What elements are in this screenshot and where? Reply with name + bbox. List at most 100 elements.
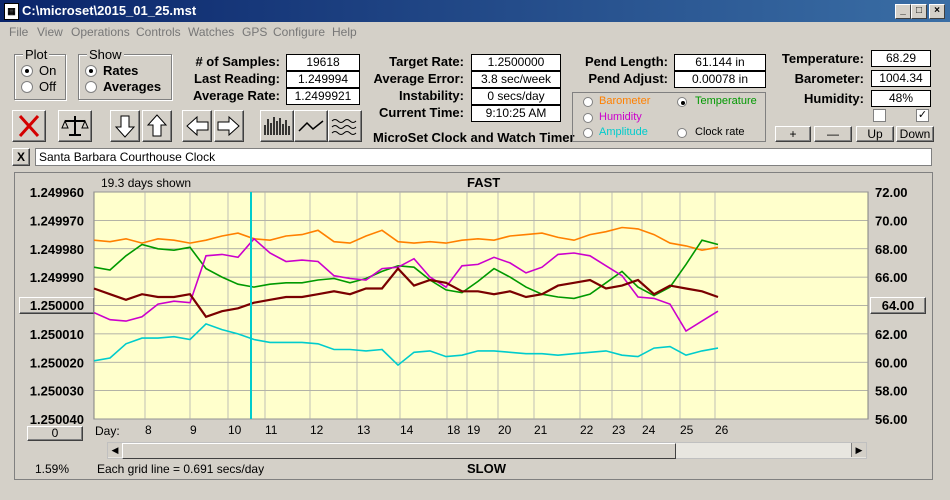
stop-x-icon bbox=[18, 114, 40, 138]
plot-group: Plot On Off bbox=[14, 47, 66, 100]
wave-chart-button[interactable] bbox=[328, 110, 362, 142]
grid-note: Each grid line = 0.691 secs/day bbox=[97, 462, 265, 476]
menu-operations[interactable]: Operations bbox=[71, 25, 130, 39]
pend-adjust-value: 0.00078 in bbox=[674, 71, 766, 88]
barometer-env-label: Barometer: bbox=[794, 71, 864, 86]
last-reading-label: Last Reading: bbox=[194, 71, 280, 86]
close-icon[interactable]: × bbox=[929, 4, 945, 19]
percent-label: 1.59% bbox=[35, 462, 70, 476]
left-tick-label: 1.249990 bbox=[30, 270, 84, 285]
minimize-icon[interactable]: _ bbox=[895, 4, 911, 19]
zero-button[interactable]: 0 bbox=[27, 426, 83, 441]
amplitude-radio[interactable] bbox=[583, 128, 593, 138]
menu-help[interactable]: Help bbox=[332, 25, 357, 39]
app-caption: MicroSet Clock and Watch Timer bbox=[373, 130, 575, 145]
menu-watches[interactable]: Watches bbox=[188, 25, 235, 39]
arrow-up-icon bbox=[146, 114, 168, 137]
day-tick-label: 26 bbox=[715, 423, 729, 437]
show-group-title: Show bbox=[87, 47, 124, 62]
temperature-label: Temperature bbox=[695, 95, 757, 107]
histogram-button[interactable] bbox=[260, 110, 294, 142]
right-tick-label: 70.00 bbox=[875, 213, 908, 228]
histogram-icon bbox=[264, 117, 290, 135]
arrow-left-button[interactable] bbox=[182, 110, 212, 142]
humidity-label: Humidity bbox=[599, 111, 642, 123]
menu-file[interactable]: File bbox=[9, 25, 29, 39]
wave-icon bbox=[331, 119, 357, 135]
minus-button[interactable]: — bbox=[814, 126, 852, 142]
sensor-select-group: Barometer Temperature Humidity Amplitude… bbox=[572, 92, 766, 142]
day-tick-label: 12 bbox=[310, 423, 324, 437]
time-scrollbar[interactable]: ◀ ▶ bbox=[107, 442, 867, 459]
env-checkbox-2[interactable]: ✓ bbox=[916, 109, 929, 122]
right-center-button[interactable]: 64.00 bbox=[870, 297, 926, 314]
menu-controls[interactable]: Controls bbox=[136, 25, 181, 39]
left-tick-label: 1.250020 bbox=[30, 355, 84, 370]
barometer-label: Barometer bbox=[599, 95, 651, 107]
arrow-right-button[interactable] bbox=[214, 110, 244, 142]
plot-on-label: On bbox=[39, 63, 57, 78]
arrow-down-icon bbox=[114, 115, 136, 138]
right-tick-label: 56.00 bbox=[875, 412, 908, 427]
series-line-barometer bbox=[93, 226, 719, 252]
right-tick-label: 62.00 bbox=[875, 327, 908, 342]
up-button[interactable]: Up bbox=[856, 126, 894, 142]
right-tick-label: 58.00 bbox=[875, 384, 908, 399]
plus-button[interactable]: + bbox=[775, 126, 811, 142]
scroll-thumb[interactable] bbox=[122, 443, 676, 459]
menu-view[interactable]: View bbox=[37, 25, 63, 39]
day-tick-label: 10 bbox=[228, 423, 242, 437]
barometer-radio[interactable] bbox=[583, 97, 593, 107]
clockrate-radio[interactable] bbox=[677, 128, 687, 138]
temperature-radio[interactable] bbox=[677, 97, 687, 107]
show-rates-label: Rates bbox=[103, 63, 139, 78]
current-time-value: 9:10:25 AM bbox=[471, 105, 561, 122]
clockrate-label: Clock rate bbox=[695, 126, 745, 138]
day-axis-label: Day: bbox=[95, 424, 120, 438]
line-chart-icon bbox=[298, 120, 324, 132]
menu-bar: File View Operations Controls Watches GP… bbox=[0, 22, 950, 42]
arrow-down-button[interactable] bbox=[110, 110, 140, 142]
target-rate-value: 1.2500000 bbox=[471, 54, 561, 71]
show-averages-radio[interactable] bbox=[85, 81, 97, 93]
menu-gps[interactable]: GPS bbox=[242, 25, 268, 39]
maximize-icon[interactable]: □ bbox=[911, 4, 927, 19]
average-error-value: 3.8 sec/week bbox=[471, 71, 561, 88]
day-tick-label: 22 bbox=[580, 423, 594, 437]
line-chart-button[interactable] bbox=[294, 110, 328, 142]
day-tick-label: 24 bbox=[642, 423, 656, 437]
arrow-up-button[interactable] bbox=[142, 110, 172, 142]
left-tick-label: 1.250010 bbox=[30, 327, 84, 342]
humidity-radio[interactable] bbox=[583, 113, 593, 123]
day-tick-label: 21 bbox=[534, 423, 548, 437]
env-checkbox-1[interactable] bbox=[873, 109, 886, 122]
clock-name-input[interactable]: Santa Barbara Courthouse Clock bbox=[35, 148, 932, 166]
plot-off-label: Off bbox=[39, 79, 57, 94]
menu-configure[interactable]: Configure bbox=[273, 25, 326, 39]
pend-length-value: 61.144 in bbox=[674, 54, 766, 71]
day-tick-label: 9 bbox=[190, 423, 197, 437]
left-tick-label: 1.250030 bbox=[30, 384, 84, 399]
day-tick-label: 18 bbox=[447, 423, 461, 437]
samples-value: 19618 bbox=[286, 54, 360, 71]
temperature-env-label: Temperature: bbox=[781, 51, 864, 66]
right-tick-label: 72.00 bbox=[875, 185, 908, 200]
show-group: Show Rates Averages bbox=[78, 47, 172, 100]
clear-name-button[interactable]: X bbox=[12, 148, 30, 166]
day-tick-label: 23 bbox=[612, 423, 626, 437]
left-center-button[interactable]: 1.250000 bbox=[19, 297, 95, 314]
plot-off-radio[interactable] bbox=[21, 81, 33, 93]
scroll-right-icon[interactable]: ▶ bbox=[851, 443, 866, 457]
plot-on-radio[interactable] bbox=[21, 65, 33, 77]
show-rates-radio[interactable] bbox=[85, 65, 97, 77]
stop-button[interactable] bbox=[12, 110, 46, 142]
down-button[interactable]: Down bbox=[896, 126, 934, 142]
temperature-env-value: 68.29 bbox=[871, 50, 931, 67]
balance-icon bbox=[61, 116, 89, 136]
calibrate-button[interactable] bbox=[58, 110, 92, 142]
right-tick-label: 66.00 bbox=[875, 270, 908, 285]
day-tick-label: 19 bbox=[467, 423, 481, 437]
left-tick-label: 1.250040 bbox=[30, 412, 84, 427]
app-icon: ▦ bbox=[4, 3, 19, 20]
